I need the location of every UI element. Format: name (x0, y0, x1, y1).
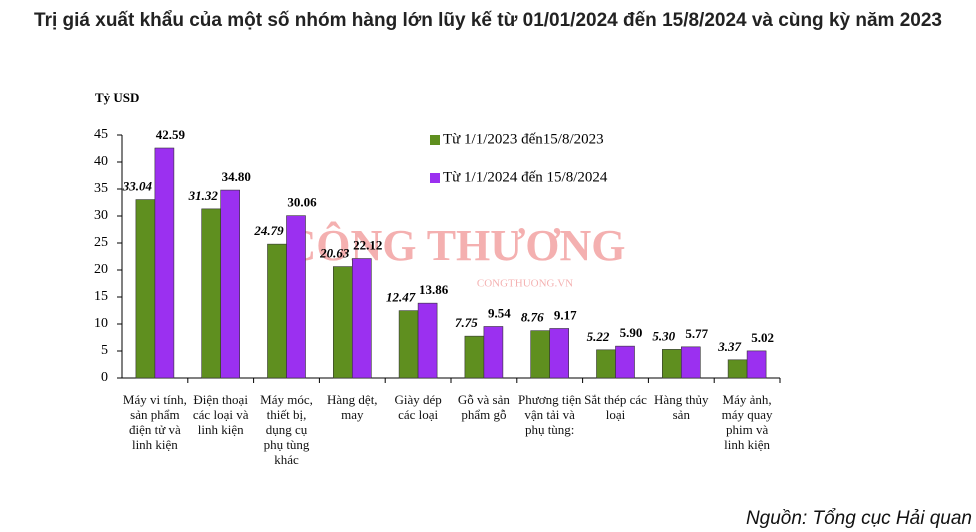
bar (464, 335, 485, 379)
x-tick-label: Phương tiện vận tải và phụ tùng: (517, 392, 582, 437)
watermark: CONGTHUONG.VN (477, 278, 573, 290)
bar (267, 243, 287, 379)
bar (286, 215, 306, 379)
legend-label: Từ 1/1/2023 đến15/8/2023 (443, 131, 604, 147)
bar (220, 189, 240, 379)
value-label: 20.63 (319, 246, 350, 261)
y-tick-label: 35 (94, 181, 108, 196)
y-tick-label: 30 (94, 208, 108, 223)
bar (530, 330, 551, 379)
y-tick-label: 20 (94, 262, 108, 277)
value-label: 31.32 (188, 188, 219, 203)
bar (398, 310, 419, 379)
y-tick-label: 25 (94, 235, 108, 250)
value-label: 24.79 (253, 223, 284, 238)
bar (615, 345, 635, 379)
bar (596, 349, 616, 379)
y-tick-label: 45 (94, 127, 108, 142)
value-label: 9.17 (554, 307, 577, 322)
bar (661, 349, 682, 379)
y-tick-label: 15 (94, 289, 108, 304)
value-label: 30.06 (287, 195, 317, 210)
y-tick-label: 5 (101, 343, 108, 358)
value-label: 5.30 (652, 328, 675, 343)
value-label: 5.22 (587, 329, 610, 344)
y-axis-label: Tỷ USD (95, 90, 139, 105)
value-label: 5.77 (685, 326, 708, 341)
legend-swatch (430, 173, 440, 183)
bar (483, 326, 504, 379)
x-tick-label: Máy ảnh, máy quay phim và linh kiện (721, 392, 773, 452)
value-label: 42.59 (156, 127, 186, 142)
x-tick-label: Điện thoại các loại và linh kiện (192, 392, 249, 437)
bar (201, 208, 221, 379)
x-tick-label: Máy móc, thiết bị, dụng cụ phụ tùng khác (260, 392, 313, 467)
y-tick-label: 40 (94, 154, 108, 169)
bar (746, 350, 767, 379)
value-label: 5.90 (620, 325, 643, 340)
x-tick-label: Hàng thủy sản (654, 392, 709, 422)
value-label: 12.47 (386, 290, 416, 305)
bar (351, 258, 372, 379)
bar (154, 147, 175, 379)
x-tick-label: Sắt thép các loại (584, 392, 647, 422)
value-label: 9.54 (488, 305, 511, 320)
x-tick-label: Giày dép các loại (394, 392, 442, 422)
x-tick-label: Hàng dệt, may (327, 392, 378, 422)
value-label: 8.76 (521, 310, 544, 325)
bar (332, 266, 353, 379)
chart-title: Trị giá xuất khẩu của một số nhóm hàng l… (34, 10, 942, 31)
value-label: 3.37 (717, 339, 741, 354)
bar (135, 199, 156, 379)
legend-swatch (430, 135, 440, 145)
value-label: 13.86 (419, 282, 449, 297)
bar (549, 328, 570, 379)
bar (417, 302, 438, 379)
value-label: 7.75 (455, 315, 478, 330)
x-tick-label: Máy vi tính, sản phẩm điện tử và linh ki… (122, 392, 187, 452)
value-label: 33.04 (122, 179, 153, 194)
watermark: CÔNG THƯƠNG (284, 221, 625, 270)
y-tick-label: 10 (94, 316, 108, 331)
y-tick-label: 0 (101, 370, 108, 385)
x-tick-label: Gỗ và sản phẩm gỗ (457, 392, 510, 422)
legend-label: Từ 1/1/2024 đến 15/8/2024 (443, 169, 608, 185)
value-label: 5.02 (751, 330, 774, 345)
value-label: 22.12 (353, 238, 382, 253)
value-label: 34.80 (222, 169, 251, 184)
bar (727, 359, 748, 379)
source: Nguồn: Tổng cục Hải quan (745, 508, 972, 529)
bar (680, 346, 701, 379)
